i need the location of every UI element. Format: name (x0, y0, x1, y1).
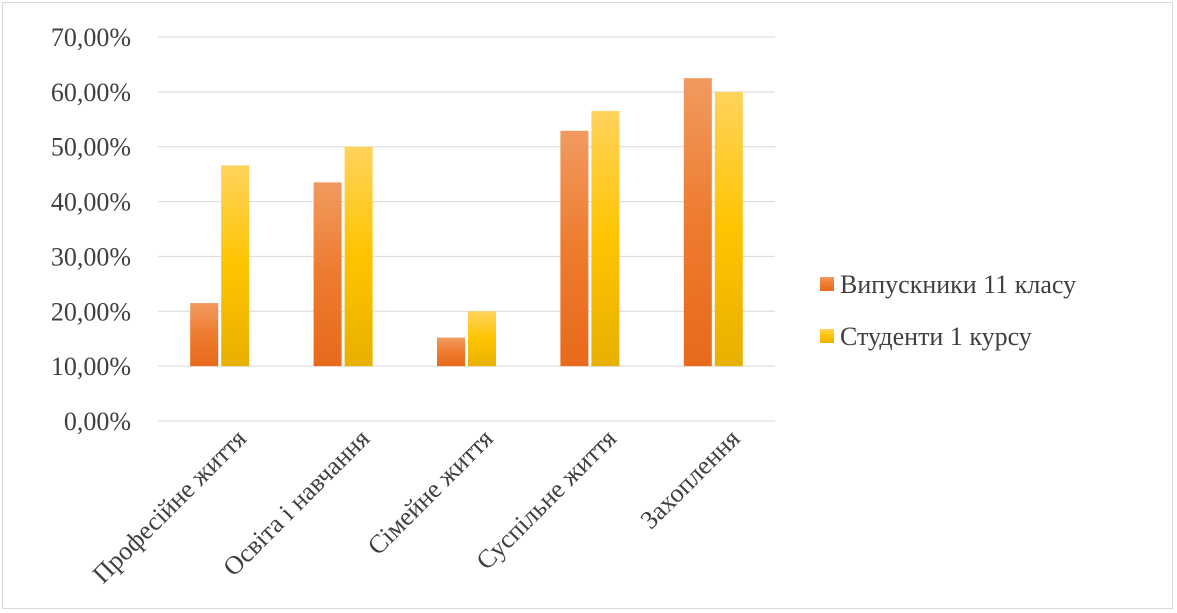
bar (221, 165, 250, 367)
gridlines (158, 36, 775, 422)
legend: Випускники 11 класу Студенти 1 курсу (820, 270, 1076, 351)
y-tick-label: 50,00% (51, 133, 131, 162)
bar (591, 111, 620, 367)
bar (468, 311, 496, 367)
x-category-label: Сімейне життя (362, 424, 499, 561)
y-tick-label: 20,00% (51, 297, 131, 326)
bars (190, 78, 743, 367)
bar (714, 91, 743, 367)
legend-label: Студенти 1 курсу (840, 322, 1032, 351)
y-tick-label: 30,00% (51, 242, 131, 271)
legend-swatch (820, 277, 834, 291)
y-tick-label: 40,00% (51, 188, 131, 217)
y-tick-label: 0,00% (64, 407, 131, 436)
y-axis-ticks: 0,00% 10,00% 20,00% 30,00% 40,00% 50,00% 60,00… (51, 23, 131, 436)
legend-swatch (820, 329, 834, 343)
bar (313, 182, 342, 367)
legend-label: Випускники 11 класу (840, 270, 1076, 299)
y-tick-label: 60,00% (51, 78, 131, 107)
bar (344, 146, 373, 367)
bar (190, 303, 219, 367)
bar (560, 130, 589, 367)
bar (437, 337, 465, 367)
x-category-label: Захоплення (635, 424, 746, 535)
bar (683, 78, 712, 367)
y-tick-label: 10,00% (51, 352, 131, 381)
y-tick-label: 70,00% (51, 23, 131, 52)
